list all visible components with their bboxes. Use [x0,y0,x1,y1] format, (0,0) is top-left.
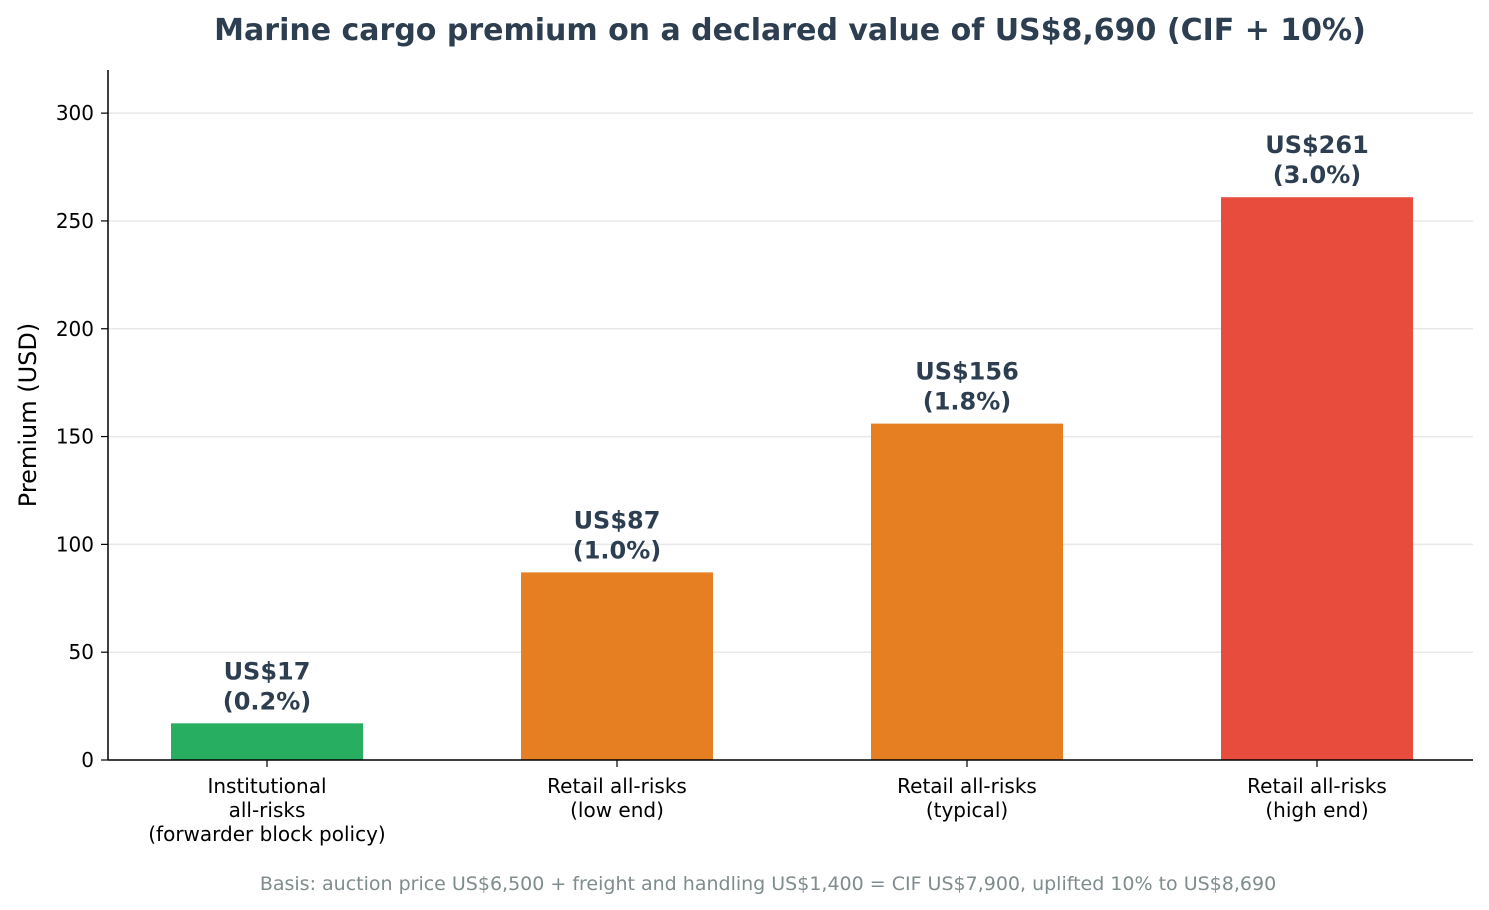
y-tick-label: 50 [69,640,94,664]
bar [521,572,713,760]
data-label: US$17 [224,657,311,685]
data-label: (3.0%) [1273,161,1362,189]
data-labels: US$17(0.2%) US$87(1.0%) US$156(1.8%) US$261… [223,131,1369,715]
x-tick-label: all-risks [229,798,306,822]
x-tick-label: (forwarder block policy) [148,822,385,846]
bars [171,197,1413,760]
data-label: US$261 [1265,131,1369,159]
x-tick-label: Institutional [207,774,326,798]
y-axis-ticks: 0 50 100 150 200 250 300 [56,101,108,772]
x-tick-label: (high end) [1265,798,1368,822]
footnote: Basis: auction price US$6,500 + freight … [260,873,1276,895]
bar [871,423,1063,760]
bar [171,723,363,760]
x-tick-label: Retail all-risks [1247,774,1387,798]
bar [1221,197,1413,760]
y-tick-label: 100 [56,532,94,556]
axes [107,70,1473,761]
data-label: (1.8%) [923,388,1012,416]
y-axis-label: Premium (USD) [14,323,42,507]
y-tick-label: 0 [81,748,94,772]
data-label: (0.2%) [223,687,312,715]
y-tick-label: 150 [56,425,94,449]
x-tick-label: Retail all-risks [547,774,687,798]
data-label: (1.0%) [573,536,662,564]
x-tick-label: Retail all-risks [897,774,1037,798]
x-tick-label: (low end) [570,798,664,822]
chart-title: Marine cargo premium on a declared value… [214,13,1366,48]
y-tick-label: 250 [56,209,94,233]
data-label: US$87 [574,506,661,534]
y-tick-label: 200 [56,317,94,341]
y-tick-label: 300 [56,101,94,125]
x-tick-label: (typical) [926,798,1008,822]
data-label: US$156 [915,358,1019,386]
